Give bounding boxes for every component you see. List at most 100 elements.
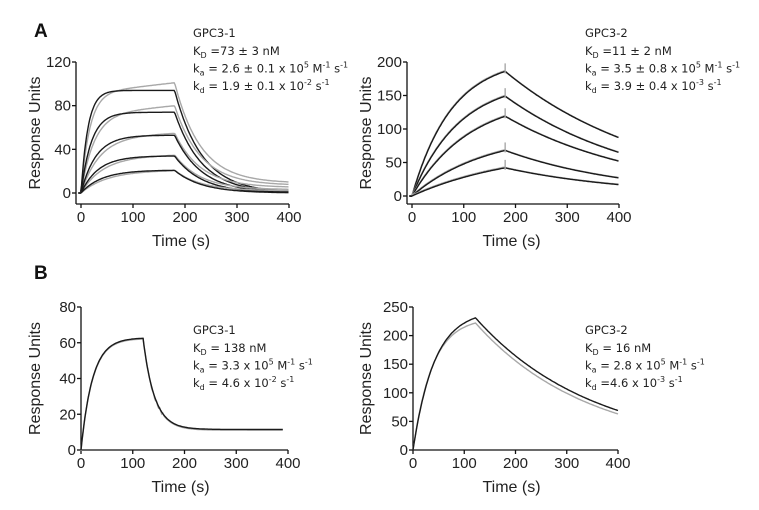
panel-letter-a: A [34, 21, 48, 42]
y-tick-label: 250 [383, 299, 408, 316]
y-tick-label: 40 [54, 141, 71, 158]
annotation-part: M [309, 62, 323, 76]
annotation-part: -1 [340, 61, 348, 70]
y-axis-label: Response Units [358, 77, 375, 190]
kd-annotation: KD =73 ± 3 nM [193, 44, 280, 60]
y-tick-label: 150 [383, 356, 408, 373]
annotation-part: k [585, 79, 592, 93]
x-tick-label: 300 [224, 455, 249, 472]
y-tick-label: 50 [391, 413, 408, 430]
annotation-part: -1 [697, 358, 705, 367]
y-tick-label: 120 [46, 54, 71, 71]
annotation-part: s [687, 359, 697, 373]
sensorgram-data-conc-3 [78, 132, 289, 194]
annotation-part: M [666, 359, 680, 373]
x-tick-label: 400 [276, 209, 301, 226]
annotation-part: -1 [322, 78, 330, 87]
annotation-part: = 3.3 x 10 [205, 359, 269, 373]
x-tick-label: 200 [172, 209, 197, 226]
chart-a-gpc3-2: 0 50 100 150 200 0 100 200 300 400 Time (s) Respons… [358, 26, 740, 250]
annotation-part: d [592, 86, 597, 95]
annotation-part: =11 ± 2 nM [599, 44, 672, 58]
annotation-part: -1 [679, 358, 687, 367]
annotation-part: =73 ± 3 nM [207, 44, 280, 58]
annotation-part: = 3.5 ± 0.8 x 10 [597, 62, 696, 76]
annotation-part: k [193, 62, 200, 76]
x-tick-label: 400 [275, 455, 300, 472]
sensorgram-data-conc-1 [78, 82, 289, 194]
kdiss-annotation: kd = 1.9 ± 0.1 x 10-2 s-1 [193, 78, 330, 95]
annotation-name: GPC3-1 [193, 323, 236, 337]
annotation-part: = 3.9 ± 0.4 x 10 [597, 79, 696, 93]
x-tick-label: 100 [120, 455, 145, 472]
x-tick-label: 0 [409, 455, 417, 472]
annotation-part: =4.6 x 10 [597, 376, 657, 390]
ka-annotation: ka = 3.5 ± 0.8 x 105 M-1 s-1 [585, 61, 740, 78]
x-tick-label: 0 [408, 209, 416, 226]
annotation-part: k [193, 359, 200, 373]
annotation-part: k [585, 359, 592, 373]
chart-b-gpc3-2: 0 50 100 150 200 250 0 100 200 300 400 Time (s) Resp… [358, 299, 705, 496]
annotation-part: K [193, 341, 201, 355]
annotation-part: -3 [657, 375, 665, 384]
annotation-part: s [295, 359, 305, 373]
y-axis-label: Response Units [27, 322, 44, 435]
annotation-part: = 2.8 x 10 [597, 359, 661, 373]
x-tick-label: 100 [451, 209, 476, 226]
annotation-part: d [200, 383, 205, 392]
sensorgram-fit-conc-5 [78, 169, 289, 194]
x-tick-label: 0 [77, 209, 85, 226]
annotation-part: K [585, 341, 593, 355]
annotation-part: -1 [714, 61, 722, 70]
annotation-part: K [193, 44, 201, 58]
annotation-part: -1 [714, 78, 722, 87]
annotation-part: s [330, 62, 340, 76]
annotation-part: a [200, 69, 205, 78]
annotation-part: D [201, 348, 207, 357]
annotation-part: a [592, 366, 597, 375]
kd-annotation: KD = 138 nM [193, 341, 266, 357]
annotation-part: = 1.9 ± 0.1 x 10 [205, 79, 304, 93]
annotation-name: GPC3-2 [585, 323, 628, 337]
annotation-part: -2 [304, 78, 312, 87]
annotation-part: d [592, 383, 597, 392]
annotation-part: 5 [696, 61, 701, 70]
annotation-part: s [312, 79, 322, 93]
y-tick-label: 200 [377, 54, 402, 71]
annotation-part: -2 [269, 375, 277, 384]
sensorgram-data-single [412, 322, 619, 451]
annotation-part: -1 [675, 375, 683, 384]
sensorgram-fit-conc-2 [78, 111, 289, 194]
annotation-part: s [704, 79, 714, 93]
sensorgram-fit-conc-1 [409, 70, 619, 197]
annotation-part: k [585, 376, 592, 390]
sensorgram-fit-conc-5 [409, 167, 619, 197]
y-axis-label: Response Units [358, 322, 375, 435]
y-tick-label: 50 [385, 155, 402, 172]
y-tick-label: 80 [59, 299, 76, 316]
kdiss-annotation: kd = 3.9 ± 0.4 x 10-3 s-1 [585, 78, 722, 95]
kd-annotation: KD =11 ± 2 nM [585, 44, 672, 60]
y-tick-label: 40 [59, 371, 76, 388]
chart-b-gpc3-1: 0 20 40 60 80 0 100 200 300 400 Time (s) Response U… [27, 299, 313, 496]
sensorgram-fit-conc-3 [409, 115, 619, 197]
annotation-part: D [201, 51, 207, 60]
chart-a-gpc3-1: 0 40 80 120 0 100 200 300 400 Time (s) Response Un… [27, 26, 348, 250]
sensorgram-fit-conc-2 [409, 95, 619, 197]
y-tick-label: 20 [59, 406, 76, 423]
annotation-part: M [701, 62, 715, 76]
y-tick-label: 150 [377, 88, 402, 105]
ka-annotation: ka = 2.8 x 105 M-1 s-1 [585, 358, 705, 375]
annotation-part: k [193, 79, 200, 93]
annotation-part: a [592, 69, 597, 78]
x-tick-label: 300 [224, 209, 249, 226]
x-axis-label: Time (s) [152, 233, 210, 250]
annotation-part: 5 [269, 358, 274, 367]
annotation-part: M [274, 359, 288, 373]
x-axis-label: Time (s) [482, 233, 540, 250]
annotation-part: = 138 nM [207, 341, 267, 355]
